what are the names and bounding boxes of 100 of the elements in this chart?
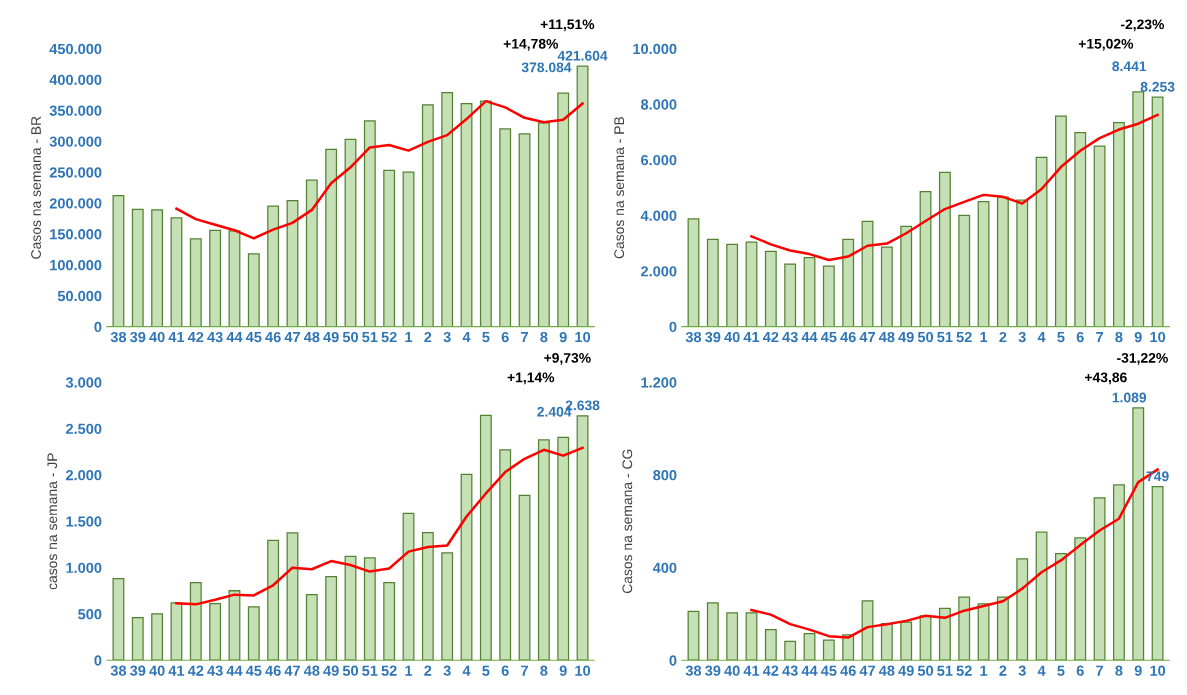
x-tick-label: 3 (1018, 331, 1026, 343)
bar (402, 171, 415, 327)
bar (557, 92, 570, 327)
bar (958, 214, 971, 327)
y-axis-title: Casos na semana - PB (614, 116, 625, 259)
x-tick-label: 9 (1134, 331, 1142, 343)
bar (402, 512, 415, 661)
y-axis-title: casos na semana - JP (47, 453, 58, 590)
text: -31,22% (1117, 352, 1168, 365)
x-tick-label: 3 (443, 331, 451, 343)
x-tick-label: 43 (782, 665, 798, 676)
y-tick-label: 150.000 (50, 229, 102, 240)
bar (938, 607, 951, 661)
y-tick-label: 400.000 (49, 74, 102, 85)
x-tick-label: 39 (130, 665, 146, 676)
x-tick-label: 7 (1096, 665, 1103, 676)
y-tick-label: 10.000 (633, 43, 677, 55)
y-tick-label: 300.000 (49, 136, 102, 147)
bar (325, 576, 338, 661)
x-tick-label: 50 (342, 331, 359, 343)
x-tick-label: 1 (980, 332, 988, 343)
bar (247, 253, 260, 327)
x-tick-label: 8 (1115, 331, 1123, 343)
line-series (175, 99, 584, 240)
x-tick-label: 10 (1150, 331, 1166, 343)
data-label: 378.084 (521, 62, 572, 73)
y-tick-label: 1.000 (66, 562, 102, 574)
x-tick-label: 1 (980, 665, 988, 676)
x-tick-label: 46 (840, 665, 856, 676)
data-label: 749 (1146, 471, 1169, 482)
y-tick-label: 350.000 (49, 105, 102, 116)
bar (1035, 156, 1048, 327)
bar (363, 120, 376, 327)
x-tick-label: 44 (226, 665, 243, 676)
bar (1074, 537, 1087, 661)
bar (764, 250, 777, 327)
x-tick-label: 44 (801, 332, 818, 343)
x-tick-label: 3 (1018, 665, 1026, 676)
x-tick-label: 41 (743, 665, 760, 676)
x-tick-label: 5 (1057, 332, 1065, 343)
bar (518, 494, 531, 661)
data-label: 1.089 (1112, 392, 1147, 403)
x-tick-label: 49 (323, 331, 339, 343)
bar (151, 613, 164, 661)
x-tick-label: 39 (705, 665, 721, 676)
bar (822, 265, 835, 327)
bar (842, 238, 855, 327)
x-tick-label: 39 (705, 331, 721, 343)
x-tick-label: 40 (724, 331, 740, 343)
bar (977, 603, 990, 661)
bar (441, 91, 454, 327)
bar (726, 243, 739, 327)
bar (344, 138, 357, 327)
y-tick-label: 1.200 (641, 377, 677, 388)
x-tick-label: 6 (1076, 331, 1084, 343)
x-tick-label: 52 (956, 331, 972, 343)
bar (706, 602, 719, 661)
bar (803, 257, 816, 327)
x-tick-label: 38 (110, 665, 127, 676)
x-tick-label: 43 (207, 665, 223, 676)
bar (151, 209, 164, 327)
x-tick-label: 7 (521, 332, 528, 343)
bar (112, 195, 125, 327)
bar (996, 196, 1009, 327)
bar (479, 100, 492, 327)
x-tick-label: 6 (501, 665, 509, 676)
x-tick-label: 49 (898, 331, 914, 343)
x-tick-label: 8 (540, 665, 548, 676)
data-label: 8.253 (1140, 81, 1175, 92)
bar (557, 436, 570, 661)
bar (880, 246, 893, 327)
x-tick-label: 39 (130, 331, 146, 343)
x-tick-label: 51 (937, 332, 953, 343)
x-tick-label: 47 (859, 332, 875, 343)
bar (880, 623, 893, 661)
x-tick-label: 45 (245, 332, 262, 343)
y-tick-label: 100.000 (50, 259, 102, 271)
x-tick-label: 41 (743, 332, 760, 343)
annotation: +14,78% (503, 38, 559, 51)
bar (305, 594, 318, 661)
x-tick-label: 51 (362, 665, 378, 676)
data-label: 8.441 (1112, 61, 1147, 72)
bar (189, 238, 202, 327)
x-tick-label: 48 (303, 665, 320, 676)
x-tick-label: 9 (559, 331, 567, 343)
bar (977, 200, 990, 327)
x-tick-label: 6 (501, 331, 509, 343)
bar (1132, 91, 1145, 327)
y-tick-label: 200.000 (49, 198, 102, 209)
x-tick-label: 45 (820, 332, 837, 343)
bar (1035, 531, 1048, 661)
bar (267, 205, 280, 327)
data-label: 421.604 (557, 50, 608, 61)
bar (421, 104, 434, 327)
x-tick-label: 52 (956, 665, 972, 676)
x-tick-label: 8 (1115, 665, 1123, 676)
y-tick-label: 500 (78, 609, 102, 620)
bar (189, 581, 202, 661)
x-tick-label: 10 (575, 331, 591, 343)
bar (706, 238, 719, 327)
